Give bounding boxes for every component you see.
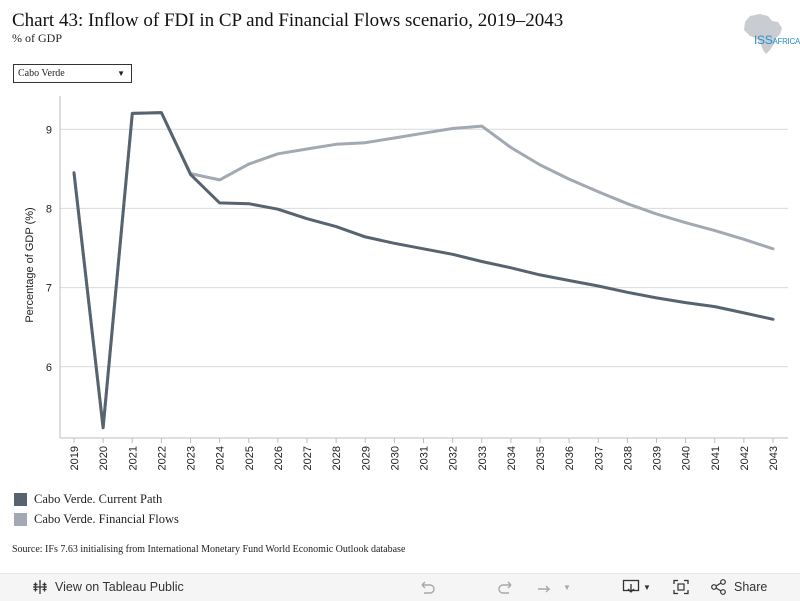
x-tick-label: 2037 xyxy=(593,446,605,470)
tableau-logo-icon xyxy=(33,580,47,594)
redo-button[interactable] xyxy=(497,579,515,595)
x-tick-label: 2036 xyxy=(564,446,576,470)
x-tick-label: 2033 xyxy=(477,446,489,470)
x-tick-label: 2043 xyxy=(768,446,780,470)
x-tick-label: 2034 xyxy=(506,446,518,470)
x-tick-label: 2026 xyxy=(273,446,285,470)
x-tick-labels: 2019 2020 2021 2022 2023 2024 2025 2026 2027 2028… xyxy=(69,438,780,470)
legend-swatch-financial-flows xyxy=(14,512,27,526)
y-axis-label: Percentage of GDP (%) xyxy=(24,207,36,322)
revert-icon xyxy=(538,585,551,593)
share-button[interactable]: Share xyxy=(710,579,767,595)
redo-icon xyxy=(498,581,512,594)
x-tick-label: 2028 xyxy=(331,446,343,470)
chart-subtitle: % of GDP xyxy=(12,31,62,45)
download-icon xyxy=(622,579,640,593)
x-tick-label: 2041 xyxy=(710,446,722,470)
legend: Cabo Verde. Current Path Cabo Verde. Fin… xyxy=(14,489,179,529)
y-tick-label: 9 xyxy=(46,124,52,136)
x-tick-label: 2040 xyxy=(681,446,693,470)
line-chart: 6 7 8 9 2019 2020 2021 2022 2023 2024 2025 2026 202… xyxy=(24,96,788,470)
x-tick-label: 2035 xyxy=(535,446,547,470)
x-tick-label: 2021 xyxy=(127,446,139,470)
y-tick-label: 6 xyxy=(46,362,52,374)
undo-button[interactable] xyxy=(418,579,436,595)
x-tick-label: 2020 xyxy=(98,446,110,470)
revert-button[interactable]: ▼ xyxy=(535,579,571,595)
undo-icon xyxy=(421,581,435,594)
grid-lines xyxy=(60,128,788,368)
x-tick-label: 2027 xyxy=(302,446,314,470)
x-tick-label: 2030 xyxy=(389,446,401,470)
legend-item-current-path[interactable]: Cabo Verde. Current Path xyxy=(14,489,179,509)
chart-title: Chart 43: Inflow of FDI in CP and Financ… xyxy=(12,10,564,31)
dropdown-selected-value: Cabo Verde xyxy=(18,68,65,79)
chart-axes xyxy=(59,96,788,439)
x-tick-label: 2024 xyxy=(215,446,227,470)
download-dropdown-icon: ▼ xyxy=(643,582,651,592)
logo-text-main: ISS xyxy=(754,33,773,47)
series-line-current-path[interactable] xyxy=(72,111,775,430)
download-button[interactable]: ▼ xyxy=(622,579,651,595)
x-tick-label: 2038 xyxy=(622,446,634,470)
tableau-footer: View on Tableau Public ▼ ▼ Share xyxy=(0,573,800,601)
revert-dropdown-icon: ▼ xyxy=(563,582,571,592)
y-tick-label: 7 xyxy=(46,283,52,295)
legend-swatch-current-path xyxy=(14,492,27,506)
view-on-tableau-label: View on Tableau Public xyxy=(55,580,184,594)
x-tick-label: 2022 xyxy=(156,446,168,470)
x-tick-label: 2029 xyxy=(360,446,372,470)
africa-map-icon xyxy=(744,14,782,54)
x-tick-label: 2042 xyxy=(739,446,751,470)
logo-text-sub: AFRICA xyxy=(772,37,800,46)
dropdown-arrow-icon: ▼ xyxy=(117,69,125,78)
fullscreen-button[interactable] xyxy=(672,579,690,595)
x-tick-label: 2032 xyxy=(448,446,460,470)
x-tick-label: 2025 xyxy=(244,446,256,470)
series-line-financial-flows[interactable] xyxy=(72,111,775,430)
y-tick-label: 8 xyxy=(46,203,52,215)
x-tick-label: 2031 xyxy=(419,446,431,470)
x-tick-label: 2039 xyxy=(652,446,664,470)
fullscreen-icon xyxy=(673,579,689,595)
legend-item-financial-flows[interactable]: Cabo Verde. Financial Flows xyxy=(14,509,179,529)
legend-label-financial-flows: Cabo Verde. Financial Flows xyxy=(34,511,179,526)
view-on-tableau-link[interactable]: View on Tableau Public xyxy=(33,580,184,594)
y-tick-labels: 6 7 8 9 xyxy=(46,124,52,374)
share-label: Share xyxy=(734,580,768,594)
x-tick-label: 2019 xyxy=(69,446,81,470)
legend-label-current-path: Cabo Verde. Current Path xyxy=(34,491,163,506)
series-lines xyxy=(72,111,775,430)
source-note: Source: IFs 7.63 initialising from Inter… xyxy=(12,544,406,555)
country-dropdown[interactable]: Cabo Verde ▼ xyxy=(13,64,132,83)
logo-text: ISSAFRICA xyxy=(754,33,800,47)
x-tick-label: 2023 xyxy=(186,446,198,470)
share-icon xyxy=(711,579,726,595)
